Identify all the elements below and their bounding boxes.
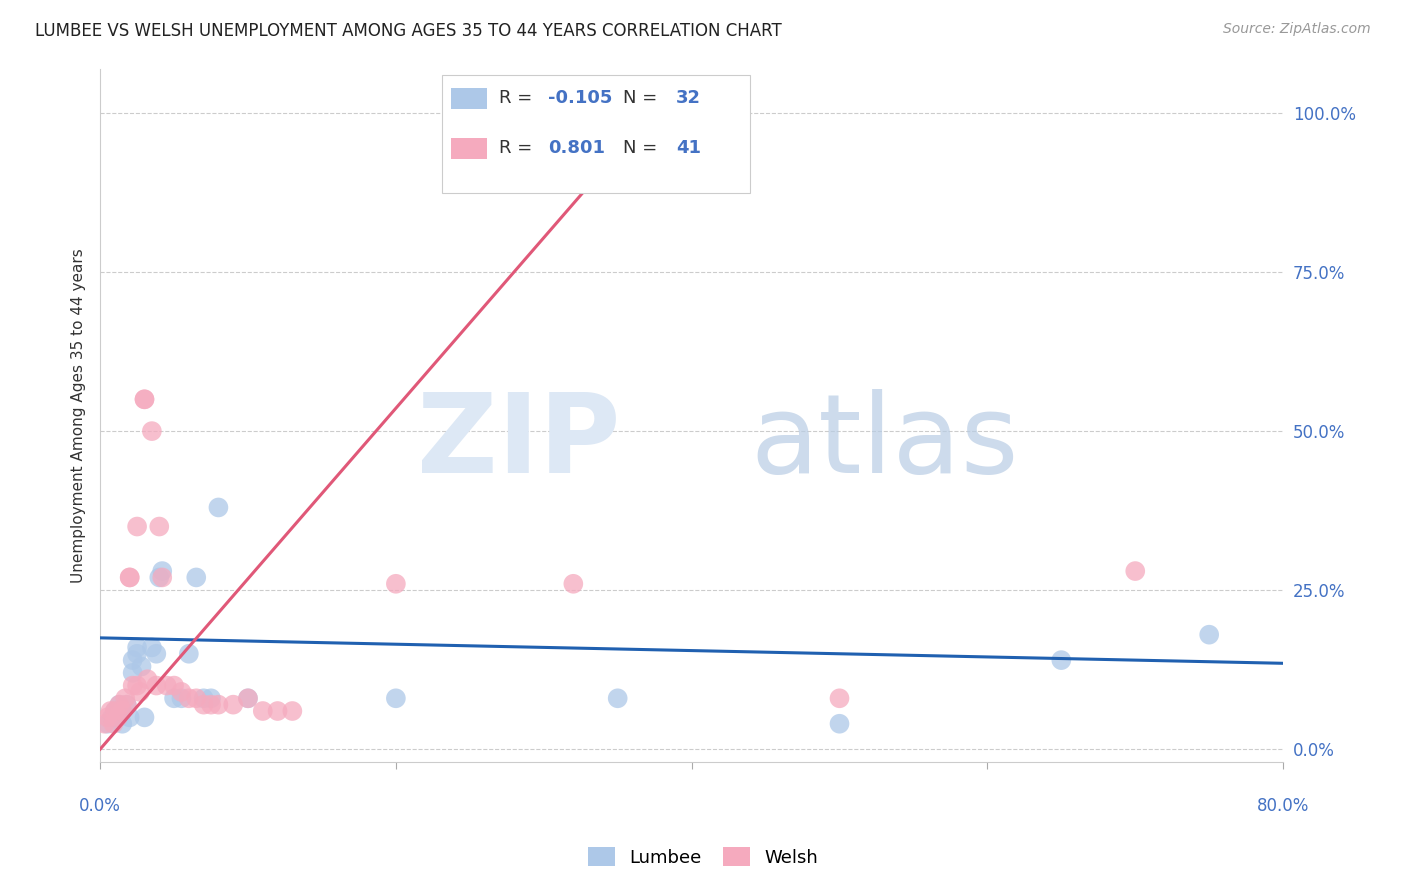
- Point: [222, 698, 245, 712]
- Point: [104, 704, 127, 718]
- Point: [562, 576, 585, 591]
- Text: N =: N =: [623, 139, 664, 157]
- Point: [236, 691, 259, 706]
- Point: [150, 570, 173, 584]
- Point: [150, 564, 173, 578]
- Text: 0.801: 0.801: [548, 139, 606, 157]
- FancyBboxPatch shape: [451, 138, 486, 159]
- Point: [266, 704, 288, 718]
- Point: [107, 710, 129, 724]
- Point: [127, 519, 149, 533]
- Point: [118, 570, 141, 584]
- Point: [127, 679, 149, 693]
- Point: [121, 653, 143, 667]
- Legend: Lumbee, Welsh: Lumbee, Welsh: [581, 840, 825, 874]
- Point: [141, 640, 163, 655]
- Point: [156, 679, 179, 693]
- Point: [145, 679, 167, 693]
- Point: [186, 691, 208, 706]
- FancyBboxPatch shape: [441, 76, 749, 193]
- Point: [193, 691, 215, 706]
- Point: [170, 685, 193, 699]
- Text: 32: 32: [676, 89, 702, 107]
- Text: ZIP: ZIP: [418, 390, 620, 497]
- Point: [96, 716, 118, 731]
- Point: [207, 500, 229, 515]
- Point: [141, 424, 163, 438]
- Text: Source: ZipAtlas.com: Source: ZipAtlas.com: [1223, 22, 1371, 37]
- Point: [134, 392, 156, 407]
- Point: [236, 691, 259, 706]
- Point: [1050, 653, 1073, 667]
- Point: [385, 691, 408, 706]
- Point: [606, 691, 628, 706]
- Point: [107, 710, 129, 724]
- Text: R =: R =: [499, 139, 538, 157]
- Point: [828, 691, 851, 706]
- Point: [118, 710, 141, 724]
- FancyBboxPatch shape: [451, 88, 486, 109]
- Text: atlas: atlas: [751, 390, 1019, 497]
- Text: 0.0%: 0.0%: [79, 797, 121, 815]
- Point: [104, 704, 127, 718]
- Point: [127, 647, 149, 661]
- Point: [828, 716, 851, 731]
- Point: [93, 716, 115, 731]
- Point: [96, 710, 118, 724]
- Point: [118, 570, 141, 584]
- Point: [177, 691, 200, 706]
- Point: [108, 698, 131, 712]
- Y-axis label: Unemployment Among Ages 35 to 44 years: Unemployment Among Ages 35 to 44 years: [72, 248, 86, 582]
- Point: [121, 665, 143, 680]
- Text: 80.0%: 80.0%: [1257, 797, 1309, 815]
- Point: [200, 698, 222, 712]
- Point: [200, 691, 222, 706]
- Text: N =: N =: [623, 89, 664, 107]
- Point: [114, 691, 136, 706]
- Point: [252, 704, 274, 718]
- Point: [103, 716, 125, 731]
- Point: [131, 659, 153, 673]
- Point: [1123, 564, 1146, 578]
- Point: [111, 704, 134, 718]
- Point: [186, 570, 208, 584]
- Point: [163, 691, 186, 706]
- Point: [385, 576, 408, 591]
- Point: [134, 710, 156, 724]
- Text: R =: R =: [499, 89, 538, 107]
- Point: [115, 698, 138, 712]
- Point: [129, 685, 152, 699]
- Point: [163, 679, 186, 693]
- Text: LUMBEE VS WELSH UNEMPLOYMENT AMONG AGES 35 TO 44 YEARS CORRELATION CHART: LUMBEE VS WELSH UNEMPLOYMENT AMONG AGES …: [35, 22, 782, 40]
- Point: [127, 640, 149, 655]
- Point: [148, 519, 170, 533]
- Text: 41: 41: [676, 139, 702, 157]
- Point: [148, 570, 170, 584]
- Text: -0.105: -0.105: [548, 89, 613, 107]
- Point: [177, 647, 200, 661]
- Point: [207, 698, 229, 712]
- Point: [115, 698, 138, 712]
- Point: [101, 710, 124, 724]
- Point: [145, 647, 167, 661]
- Point: [170, 691, 193, 706]
- Point: [111, 716, 134, 731]
- Point: [193, 698, 215, 712]
- Point: [134, 392, 156, 407]
- Point: [281, 704, 304, 718]
- Point: [108, 698, 131, 712]
- Point: [136, 672, 159, 686]
- Point: [1198, 628, 1220, 642]
- Point: [100, 704, 122, 718]
- Point: [111, 704, 134, 718]
- Point: [121, 679, 143, 693]
